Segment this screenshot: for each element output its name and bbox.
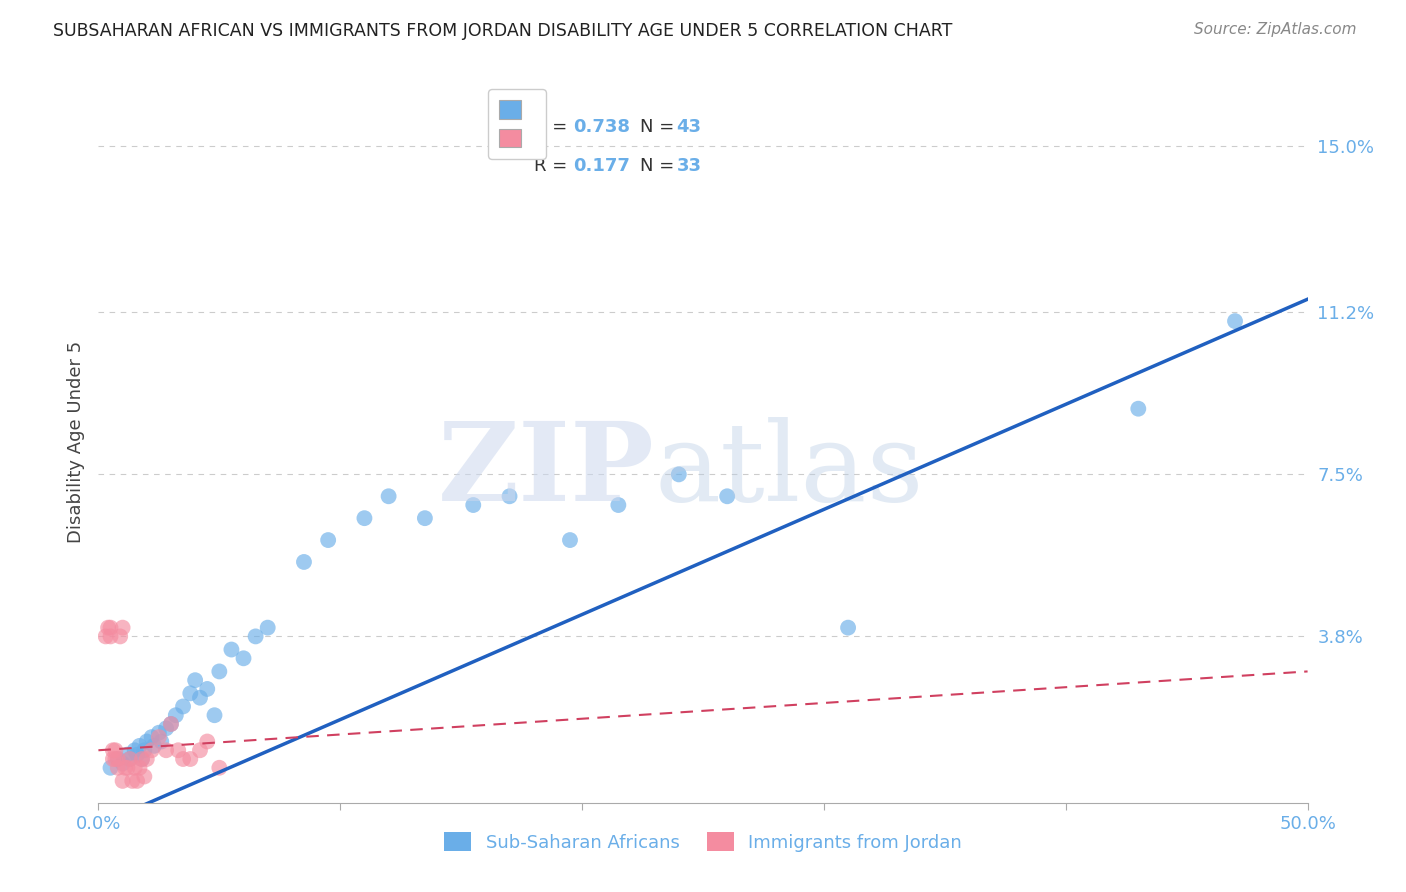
Point (135, 734, 157, 748)
Point (148, 730, 170, 744)
Point (141, 730, 163, 744)
Point (232, 651, 254, 665)
Point (353, 511, 375, 525)
Point (121, 773, 143, 788)
Point (127, 773, 149, 788)
Point (160, 717, 183, 731)
Point (124, 761, 146, 775)
Point (141, 743, 163, 757)
Point (413, 511, 436, 525)
Text: N =: N = (640, 119, 675, 136)
Text: 33: 33 (676, 156, 702, 175)
Point (101, 752, 124, 766)
Point (131, 752, 153, 766)
Point (100, 621, 122, 635)
Point (377, 489, 399, 503)
Point (607, 498, 630, 512)
Point (716, 489, 738, 503)
Point (160, 717, 183, 731)
Point (134, 770, 156, 784)
Legend: Sub-Saharan Africans, Immigrants from Jordan: Sub-Saharan Africans, Immigrants from Jo… (437, 825, 969, 859)
Point (101, 743, 124, 757)
Y-axis label: Disability Age Under 5: Disability Age Under 5 (66, 341, 84, 542)
Point (104, 752, 127, 766)
Point (117, 761, 139, 775)
Text: ZIP: ZIP (437, 417, 655, 524)
Point (128, 739, 150, 753)
Point (208, 761, 231, 775)
Point (127, 747, 149, 762)
Point (155, 722, 177, 736)
Point (135, 752, 157, 766)
Point (114, 761, 136, 775)
Point (107, 752, 129, 766)
Point (558, 533, 581, 547)
Point (292, 555, 315, 569)
Point (172, 699, 194, 714)
Point (179, 752, 201, 766)
Point (316, 533, 339, 547)
Point (245, 629, 267, 643)
Point (107, 752, 129, 766)
Text: R =: R = (534, 156, 567, 175)
Point (165, 708, 187, 723)
Point (104, 743, 127, 757)
Point (100, 761, 122, 775)
Point (111, 773, 134, 788)
Text: N =: N = (640, 156, 675, 175)
Text: 0.738: 0.738 (574, 119, 631, 136)
Point (131, 752, 153, 766)
Text: 0.177: 0.177 (574, 156, 630, 175)
Point (179, 686, 201, 700)
Point (124, 743, 146, 757)
Point (97, 621, 120, 635)
Point (208, 665, 231, 679)
Point (118, 752, 141, 766)
Point (837, 621, 859, 635)
Point (463, 498, 485, 512)
Text: 43: 43 (676, 119, 702, 136)
Point (188, 690, 211, 705)
Point (143, 739, 166, 753)
Text: Source: ZipAtlas.com: Source: ZipAtlas.com (1194, 22, 1357, 37)
Point (134, 743, 156, 757)
Point (150, 734, 173, 748)
Point (195, 734, 218, 748)
Point (100, 629, 122, 643)
Point (107, 761, 129, 775)
Point (148, 725, 170, 739)
Point (128, 761, 150, 775)
Point (221, 642, 243, 657)
Point (195, 681, 218, 696)
Point (256, 621, 278, 635)
Point (167, 743, 190, 757)
Point (1128, 401, 1150, 416)
Point (1223, 314, 1246, 328)
Point (188, 743, 211, 757)
Point (172, 752, 194, 766)
Point (155, 743, 177, 757)
Point (204, 708, 226, 723)
Point (108, 629, 131, 643)
Text: atlas: atlas (655, 417, 924, 524)
Point (668, 467, 690, 482)
Point (111, 756, 134, 771)
Point (118, 752, 141, 766)
Point (184, 673, 207, 688)
Point (111, 621, 134, 635)
Text: R =: R = (534, 119, 567, 136)
Point (498, 489, 520, 503)
Point (94, 629, 117, 643)
Point (117, 747, 139, 762)
Text: SUBSAHARAN AFRICAN VS IMMIGRANTS FROM JORDAN DISABILITY AGE UNDER 5 CORRELATION : SUBSAHARAN AFRICAN VS IMMIGRANTS FROM JO… (53, 22, 953, 40)
